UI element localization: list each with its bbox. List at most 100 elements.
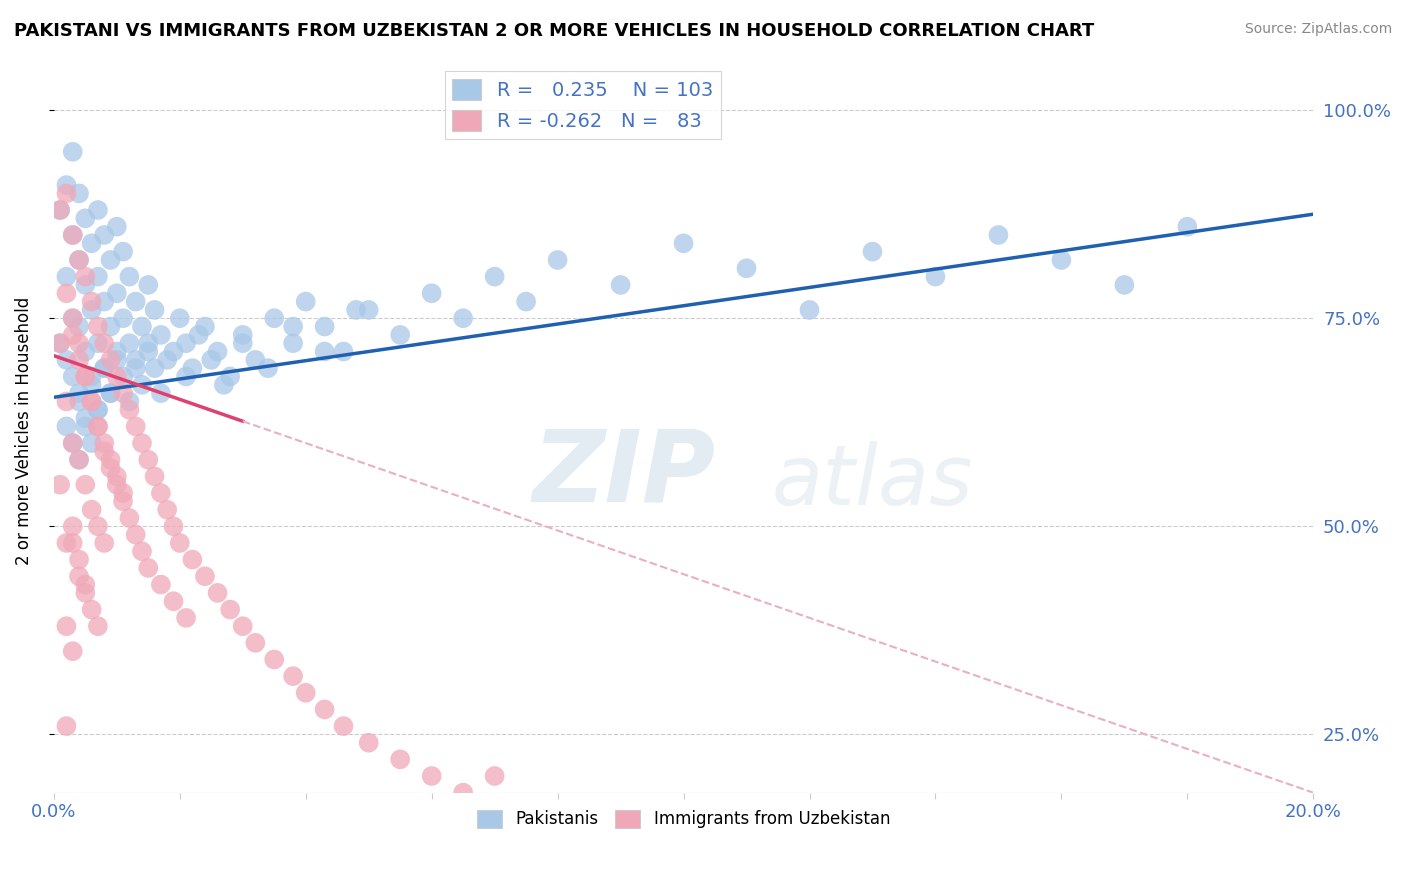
Point — [100, 386, 122, 401]
Point — [49, 202, 72, 217]
Point — [245, 352, 267, 367]
Point — [55, 186, 77, 201]
Point — [75, 419, 97, 434]
Point — [156, 502, 179, 516]
Point — [314, 702, 336, 716]
Point — [219, 369, 242, 384]
Point — [125, 361, 148, 376]
Point — [245, 636, 267, 650]
Point — [174, 369, 197, 384]
Point — [484, 269, 506, 284]
Point — [344, 302, 367, 317]
Point — [118, 394, 141, 409]
Point — [87, 319, 110, 334]
Point — [80, 502, 103, 516]
Point — [62, 644, 84, 658]
Point — [515, 294, 537, 309]
Point — [80, 236, 103, 251]
Point — [87, 202, 110, 217]
Y-axis label: 2 or more Vehicles in Household: 2 or more Vehicles in Household — [15, 296, 32, 565]
Point — [136, 561, 159, 575]
Point — [389, 752, 412, 766]
Point — [181, 552, 204, 566]
Point — [80, 369, 103, 384]
Point — [232, 336, 254, 351]
Point — [1175, 219, 1198, 234]
Point — [294, 686, 316, 700]
Point — [281, 669, 304, 683]
Point — [62, 536, 84, 550]
Point — [75, 577, 97, 591]
Point — [100, 319, 122, 334]
Point — [1050, 252, 1073, 267]
Point — [357, 736, 380, 750]
Point — [357, 302, 380, 317]
Point — [735, 261, 758, 276]
Point — [75, 477, 97, 491]
Point — [49, 477, 72, 491]
Point — [420, 286, 443, 301]
Point — [100, 461, 122, 475]
Point — [87, 269, 110, 284]
Point — [93, 336, 115, 351]
Point — [105, 352, 128, 367]
Legend: Pakistanis, Immigrants from Uzbekistan: Pakistanis, Immigrants from Uzbekistan — [471, 803, 897, 835]
Point — [118, 336, 141, 351]
Point — [174, 611, 197, 625]
Point — [136, 277, 159, 292]
Point — [87, 419, 110, 434]
Point — [55, 419, 77, 434]
Point — [93, 294, 115, 309]
Point — [194, 569, 217, 583]
Point — [67, 394, 90, 409]
Point — [112, 386, 135, 401]
Point — [55, 286, 77, 301]
Point — [105, 286, 128, 301]
Point — [80, 302, 103, 317]
Point — [62, 145, 84, 159]
Point — [131, 436, 153, 450]
Point — [62, 436, 84, 450]
Point — [62, 227, 84, 242]
Point — [420, 769, 443, 783]
Point — [55, 536, 77, 550]
Point — [87, 519, 110, 533]
Point — [125, 352, 148, 367]
Point — [149, 486, 172, 500]
Point — [75, 277, 97, 292]
Point — [451, 786, 474, 800]
Point — [55, 719, 77, 733]
Text: ZIP: ZIP — [533, 425, 716, 523]
Point — [314, 319, 336, 334]
Point — [80, 436, 103, 450]
Point — [100, 452, 122, 467]
Point — [67, 186, 90, 201]
Point — [105, 369, 128, 384]
Point — [194, 319, 217, 334]
Point — [451, 311, 474, 326]
Point — [174, 336, 197, 351]
Point — [125, 527, 148, 541]
Point — [131, 544, 153, 558]
Point — [75, 586, 97, 600]
Point — [55, 178, 77, 192]
Point — [547, 252, 569, 267]
Point — [112, 494, 135, 508]
Point — [112, 369, 135, 384]
Point — [136, 336, 159, 351]
Point — [112, 244, 135, 259]
Point — [1114, 277, 1136, 292]
Text: PAKISTANI VS IMMIGRANTS FROM UZBEKISTAN 2 OR MORE VEHICLES IN HOUSEHOLD CORRELAT: PAKISTANI VS IMMIGRANTS FROM UZBEKISTAN … — [14, 22, 1094, 40]
Point — [143, 302, 166, 317]
Point — [181, 361, 204, 376]
Point — [49, 336, 72, 351]
Point — [149, 386, 172, 401]
Point — [118, 402, 141, 417]
Point — [149, 577, 172, 591]
Point — [75, 369, 97, 384]
Point — [987, 227, 1010, 242]
Point — [672, 236, 695, 251]
Point — [207, 586, 229, 600]
Point — [80, 294, 103, 309]
Point — [62, 311, 84, 326]
